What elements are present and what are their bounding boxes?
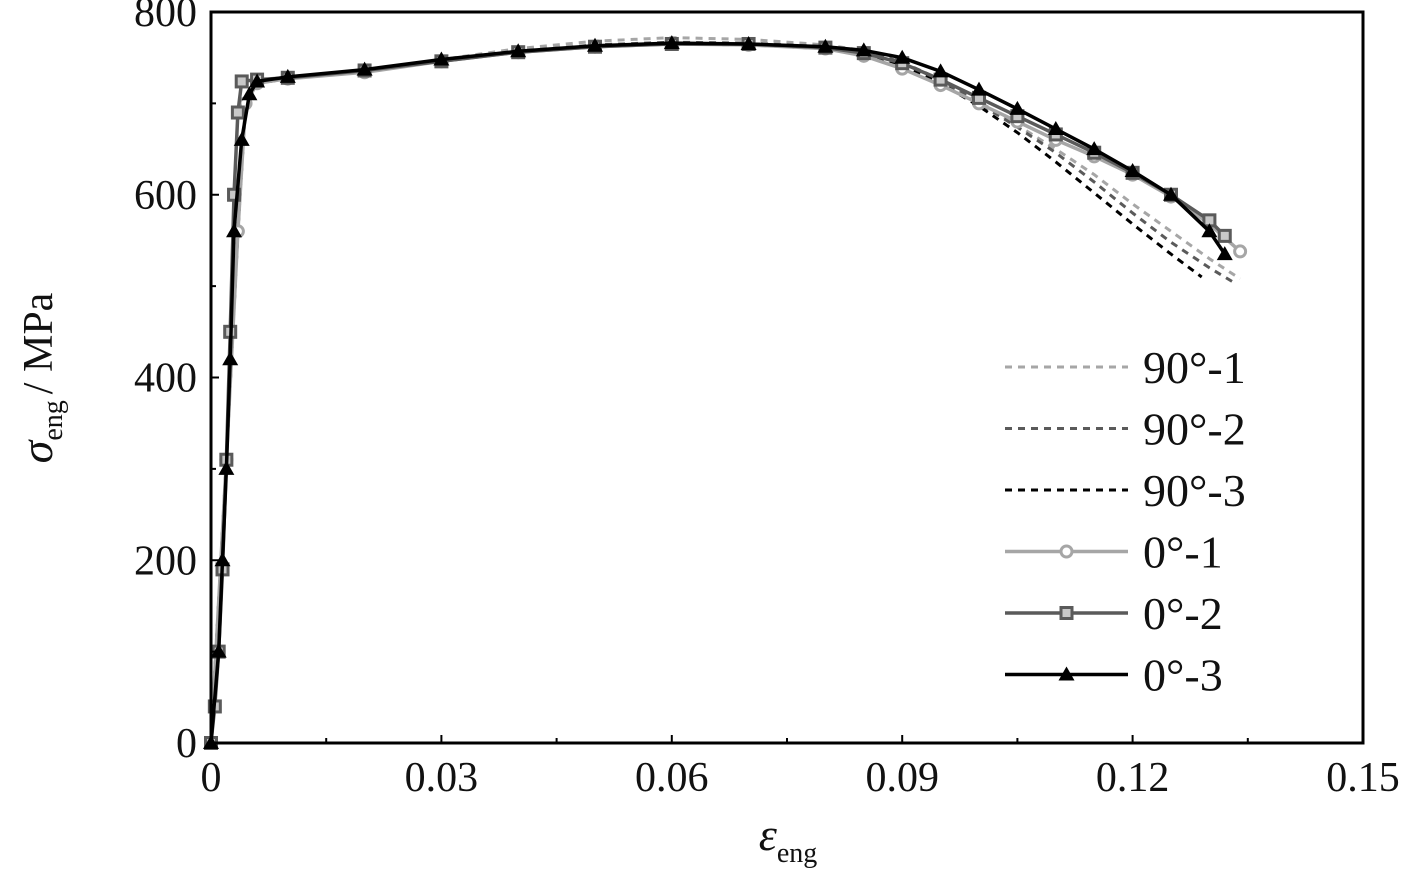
series-marker xyxy=(249,73,266,88)
series-line xyxy=(209,41,1227,744)
legend-entry: 0°-3 xyxy=(1005,650,1223,701)
series-marker xyxy=(1233,244,1248,259)
legend-label: 90°-1 xyxy=(1143,342,1246,393)
y-axis-symbol: σ xyxy=(11,438,62,463)
series-marker xyxy=(1217,228,1232,243)
series-6 xyxy=(203,35,1233,749)
series-marker xyxy=(587,37,603,52)
legend-entry: 90°-2 xyxy=(1005,404,1246,455)
legend-entry: 0°-2 xyxy=(1005,588,1223,639)
x-tick-label: 0.03 xyxy=(405,755,479,801)
series-marker xyxy=(1124,162,1141,177)
y-axis-subscript: eng xyxy=(38,400,69,440)
series-marker xyxy=(1009,100,1026,115)
series-2 xyxy=(209,40,1234,744)
series-marker xyxy=(932,63,949,78)
y-tick-label: 800 xyxy=(134,0,197,36)
y-tick-label: 200 xyxy=(134,538,197,584)
series-marker xyxy=(855,42,872,57)
legend-entry: 90°-1 xyxy=(1005,342,1246,393)
series-marker xyxy=(234,74,249,89)
series-marker xyxy=(210,643,227,658)
series-marker xyxy=(894,49,911,64)
series-marker xyxy=(226,223,243,238)
series-marker xyxy=(1216,246,1233,261)
y-tick-label: 600 xyxy=(134,173,197,219)
series-marker xyxy=(1201,223,1218,238)
x-tick-label: 0.09 xyxy=(865,755,939,801)
series-marker xyxy=(233,131,250,146)
series-5 xyxy=(204,36,1232,750)
legend-label: 90°-3 xyxy=(1143,465,1246,516)
series-marker xyxy=(1086,141,1103,156)
series-marker xyxy=(214,552,231,567)
series-1 xyxy=(209,36,1241,744)
series-layer xyxy=(203,35,1248,750)
legend-entry: 90°-3 xyxy=(1005,465,1246,516)
x-tick-label: 0.06 xyxy=(635,755,709,801)
legend-label: 0°-2 xyxy=(1143,588,1223,639)
series-marker xyxy=(817,38,834,53)
y-axis-unit: / MPa xyxy=(16,292,62,394)
legend-label: 90°-2 xyxy=(1143,404,1246,455)
series-marker xyxy=(510,43,527,58)
series-line xyxy=(209,36,1241,744)
x-axis-subscript: eng xyxy=(777,838,817,869)
x-axis-symbol: ε xyxy=(759,809,778,860)
series-marker xyxy=(241,86,258,101)
x-axis-label: εeng xyxy=(759,809,818,869)
series-marker xyxy=(971,81,987,96)
series-marker xyxy=(433,51,450,66)
y-tick-label: 400 xyxy=(134,356,197,402)
x-tick-label: 0 xyxy=(201,755,222,801)
y-axis-label: σeng / MPa xyxy=(11,292,69,463)
legend-entry: 0°-1 xyxy=(1005,527,1223,578)
x-tick-label: 0.12 xyxy=(1096,755,1170,801)
legend-swatch-marker xyxy=(1058,666,1075,681)
series-marker xyxy=(356,61,373,76)
series-marker xyxy=(230,105,245,120)
legend-label: 0°-1 xyxy=(1143,527,1223,578)
series-marker xyxy=(218,460,235,475)
y-tick-label: 0 xyxy=(176,721,197,767)
series-marker xyxy=(279,68,296,83)
legend-swatch-marker xyxy=(1059,544,1074,559)
tick-layer: 0 0.03 0.06 0.09 0.12 0.15 0 200 400 600 800 xyxy=(134,0,1400,801)
series-marker xyxy=(1047,120,1064,135)
series-marker xyxy=(227,187,242,202)
series-marker xyxy=(663,35,680,50)
series-line xyxy=(209,40,1234,744)
legend-swatch-marker xyxy=(1059,606,1074,620)
series-marker xyxy=(740,35,757,50)
series-marker xyxy=(222,351,239,366)
series-marker xyxy=(1163,186,1179,201)
legend-label: 0°-3 xyxy=(1143,650,1223,701)
x-tick-label: 0.15 xyxy=(1326,755,1400,801)
legend: 90°-1 90°-2 90°-3 0°-1 0°-2 0°-3 xyxy=(1005,342,1246,701)
